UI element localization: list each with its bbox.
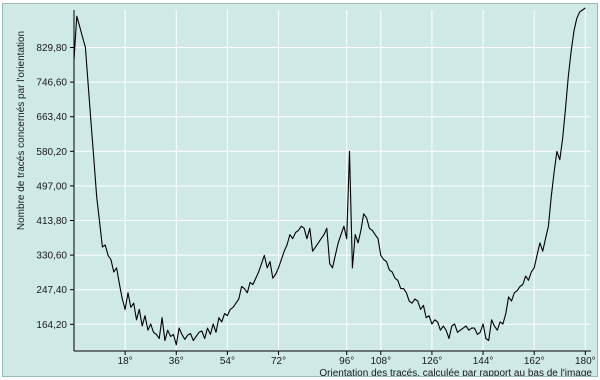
y-tick-label: 829,80	[36, 43, 67, 54]
x-tick-label: 72°	[271, 356, 286, 367]
y-tick-label: 330,60	[36, 251, 67, 262]
x-tick-label: 162°	[524, 356, 545, 367]
x-tick-label: 180°	[575, 356, 596, 367]
y-tick-label: 663,40	[36, 112, 67, 123]
x-tick-label: 126°	[422, 356, 443, 367]
x-tick-label: 54°	[220, 356, 235, 367]
x-tick-labels: 18° 36° 54° 72° 96° 108° 126° 144° 162° 180°	[118, 351, 596, 367]
y-tick-labels: 164,20 247,40 330,60 413,80 497,00 580,20 663,…	[36, 43, 74, 331]
x-axis-title: Orientation des tracés, calculée par rap…	[319, 368, 592, 376]
y-tick-label: 497,00	[36, 181, 67, 192]
x-tick-label: 108°	[370, 356, 391, 367]
axes	[73, 10, 591, 352]
y-tick-label: 580,20	[36, 147, 67, 158]
x-tick-label: 36°	[169, 356, 184, 367]
line-chart: 164,20 247,40 330,60 413,80 497,00 580,20 663,…	[16, 7, 596, 376]
y-axis-title: Nombre de tracés concernés par l'orienta…	[16, 31, 27, 230]
chart-frame: 164,20 247,40 330,60 413,80 497,00 580,20 663,…	[2, 3, 598, 377]
series-layer	[73, 7, 586, 346]
series-line-1	[73, 7, 586, 346]
grid	[74, 10, 591, 351]
x-tick-label: 144°	[473, 356, 494, 367]
y-tick-label: 746,60	[36, 78, 67, 89]
x-tick-label: 18°	[118, 356, 133, 367]
y-tick-label: 413,80	[36, 216, 67, 227]
x-tick-label: 96°	[339, 356, 354, 367]
y-tick-label: 164,20	[36, 320, 67, 331]
y-tick-label: 247,40	[36, 285, 67, 296]
